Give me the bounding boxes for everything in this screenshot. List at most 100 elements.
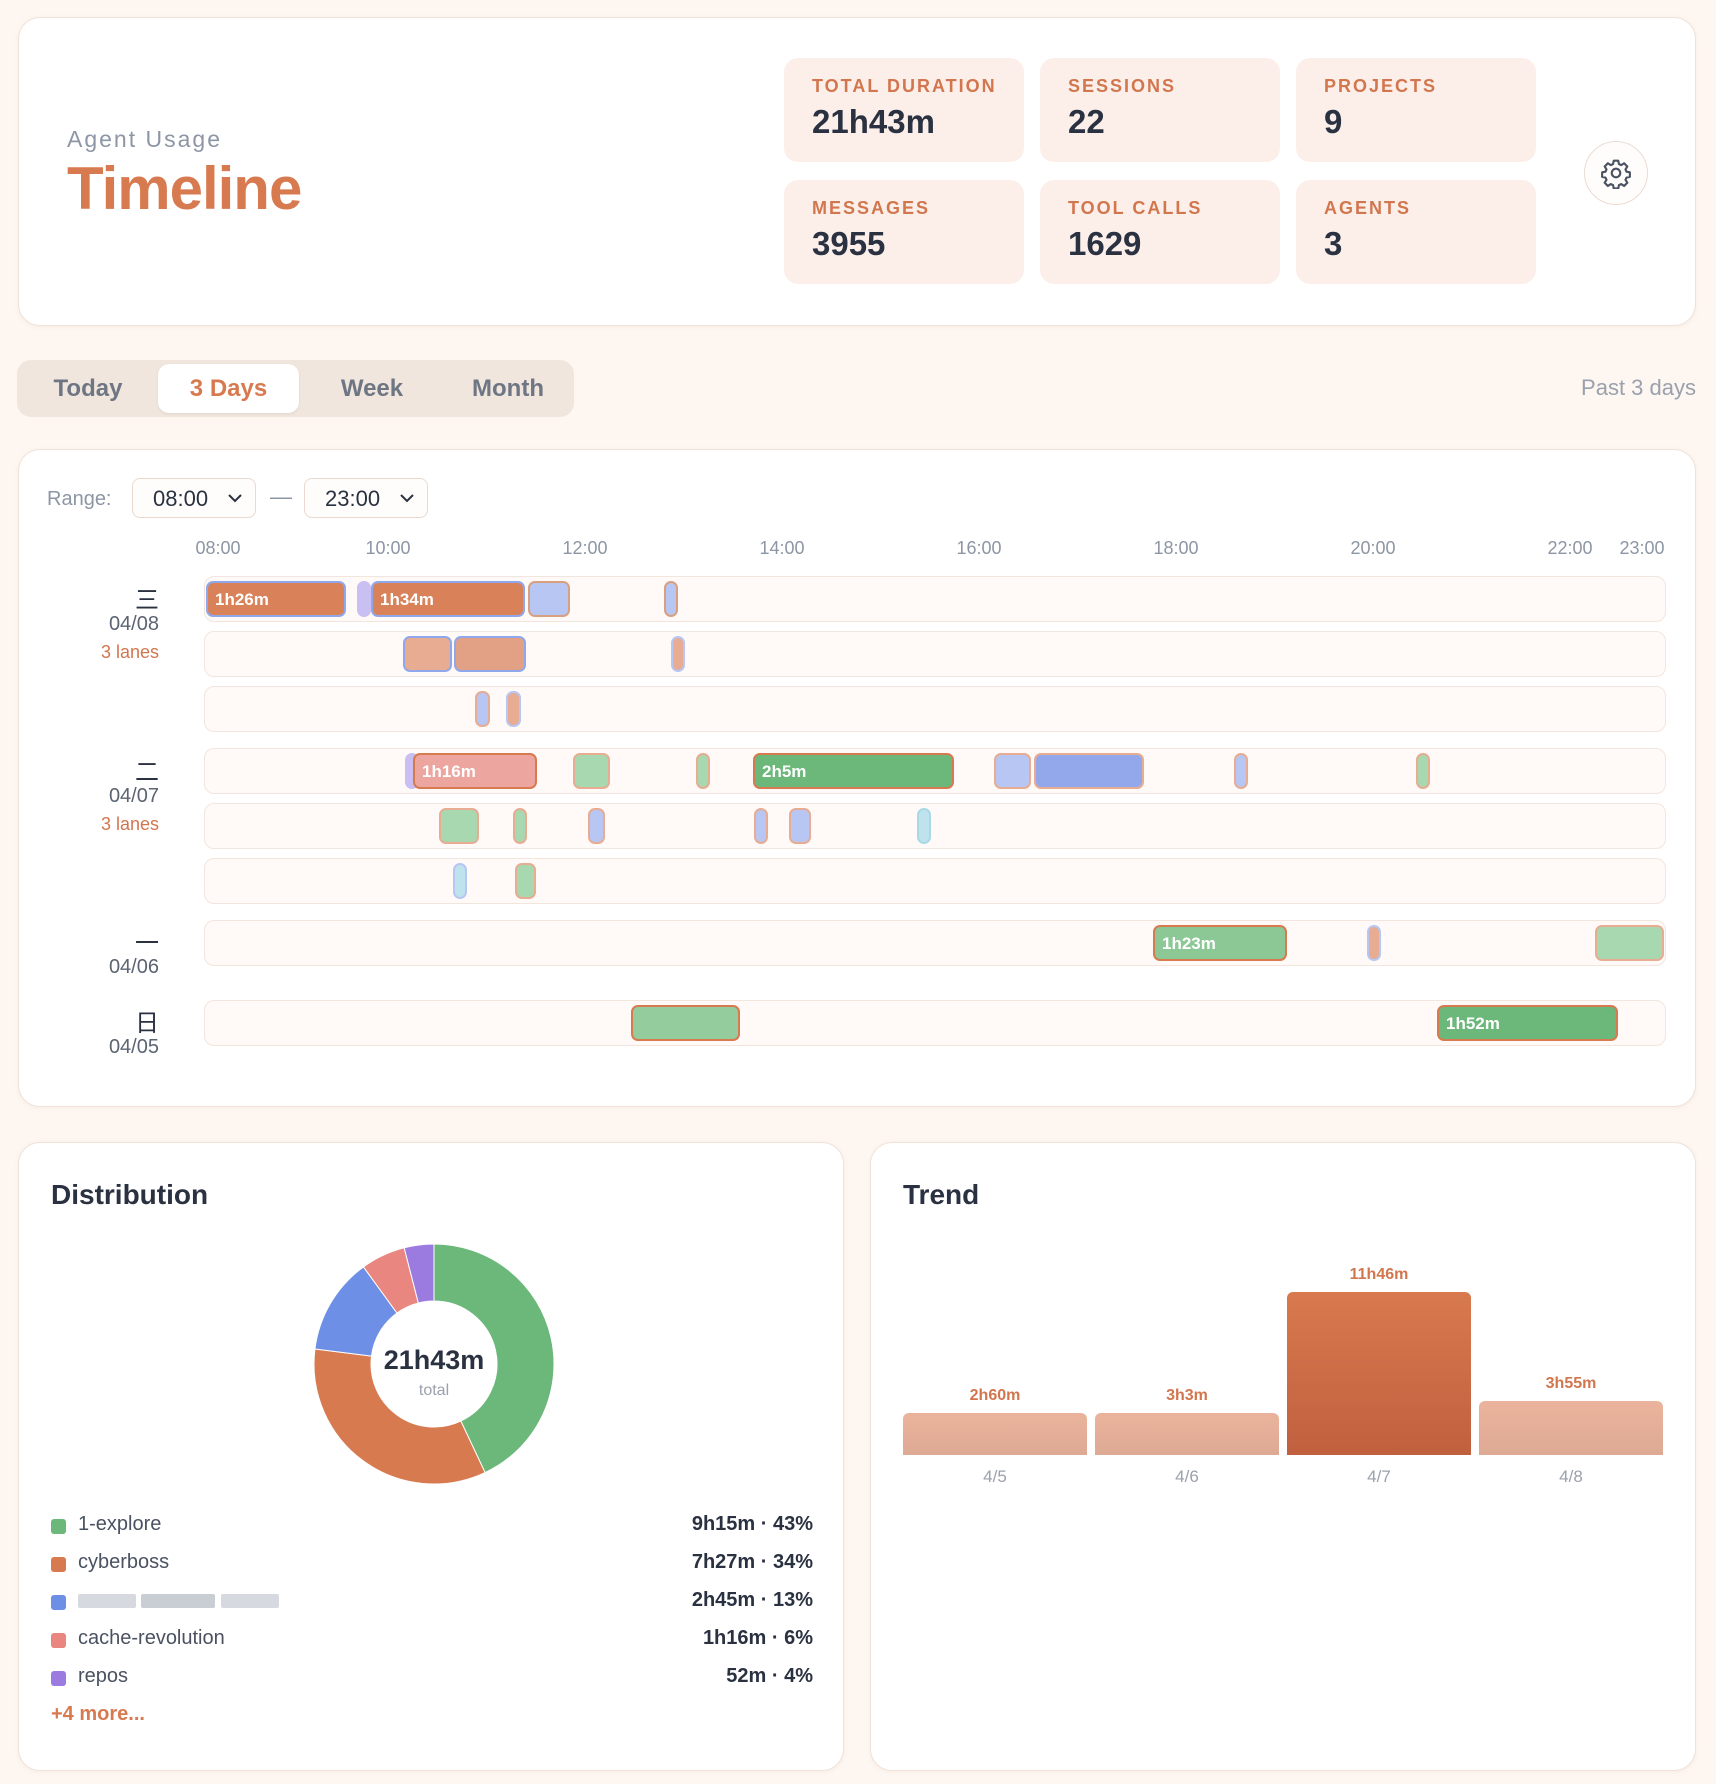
timeline-lane xyxy=(204,1000,1666,1046)
legend-item[interactable]: repos 52m · 4% xyxy=(51,1665,813,1695)
legend-swatch xyxy=(51,1671,66,1686)
donut-slice[interactable] xyxy=(433,1243,555,1474)
day-lane-count: 3 lanes xyxy=(100,814,159,834)
legend-swatch xyxy=(51,1519,66,1534)
settings-button[interactable] xyxy=(1584,141,1648,205)
trend-bar[interactable] xyxy=(1479,1400,1663,1455)
session-segment[interactable] xyxy=(453,863,467,899)
time-tick: 18:00 xyxy=(1153,538,1199,558)
show-more-link[interactable]: +4 more... xyxy=(51,1703,145,1725)
donut-total: 21h43m xyxy=(384,1345,485,1375)
legend-name: 1-explore xyxy=(78,1513,162,1535)
page-title: Timeline xyxy=(67,155,302,222)
trend-date-label: 4/7 xyxy=(1367,1467,1391,1486)
timeline-lane xyxy=(204,803,1666,849)
tab-3-days[interactable]: 3 Days xyxy=(158,364,299,413)
day-date: 04/08 xyxy=(108,613,159,635)
chevron-down-icon xyxy=(228,494,242,503)
session-segment[interactable] xyxy=(994,753,1031,789)
time-tick: 16:00 xyxy=(956,538,1002,558)
trend-bar[interactable] xyxy=(903,1413,1087,1455)
session-segment[interactable] xyxy=(789,808,811,844)
day-weekday: 一 xyxy=(135,930,159,957)
session-segment[interactable] xyxy=(1367,925,1381,961)
legend-swatch xyxy=(51,1595,66,1610)
tab-today[interactable]: Today xyxy=(53,375,123,402)
stat-value: 3 xyxy=(1324,225,1343,262)
session-segment[interactable] xyxy=(917,808,931,844)
donut-slice[interactable] xyxy=(313,1348,486,1485)
trend-value-label: 3h55m xyxy=(1545,1374,1597,1392)
session-segment[interactable] xyxy=(403,636,452,672)
legend-swatch xyxy=(51,1633,66,1648)
trend-value-label: 2h60m xyxy=(969,1387,1021,1405)
session-segment[interactable] xyxy=(439,808,479,844)
legend-item[interactable]: cache-revolution 1h16m · 6% xyxy=(51,1627,813,1657)
session-segment[interactable] xyxy=(671,636,685,672)
day-weekday: 二 xyxy=(135,759,159,786)
session-segment[interactable]: 1h16m xyxy=(413,753,537,789)
donut-slice[interactable] xyxy=(403,1243,435,1304)
session-segment[interactable]: 1h23m xyxy=(1153,925,1287,961)
session-segment[interactable] xyxy=(357,581,371,617)
legend-item[interactable]: 2h45m · 13% xyxy=(51,1589,813,1619)
stat-label: SESSIONS xyxy=(1068,76,1177,96)
stat-label: TOOL CALLS xyxy=(1068,198,1203,218)
session-segment[interactable] xyxy=(696,753,710,789)
day-date: 04/07 xyxy=(108,785,159,807)
trend-title: Trend xyxy=(903,1179,980,1210)
session-segment[interactable] xyxy=(515,863,536,899)
session-segment[interactable] xyxy=(1595,925,1664,961)
trend-panel: Trend 2h60m 4/5 3h3m 4/6 11h46m 4/7 3h55m 4/8 xyxy=(870,1142,1696,1771)
legend-value: 7h27m · 34% xyxy=(691,1551,813,1573)
summary-header: Agent Usage Timeline TOTAL DURATION 21h4… xyxy=(18,17,1696,326)
legend-item[interactable]: 1-explore 9h15m · 43% xyxy=(51,1513,813,1543)
stat-value: 21h43m xyxy=(812,103,935,140)
page-subtitle: Agent Usage xyxy=(67,126,222,152)
redacted-name xyxy=(78,1594,136,1608)
stat-label: PROJECTS xyxy=(1324,76,1438,96)
session-segment[interactable] xyxy=(664,581,678,617)
session-segment[interactable] xyxy=(1034,753,1144,789)
session-segment[interactable] xyxy=(573,753,610,789)
chevron-down-icon xyxy=(400,494,414,503)
range-start-value: 08:00 xyxy=(153,486,209,511)
trend-bar[interactable] xyxy=(1287,1292,1471,1455)
session-segment[interactable]: 1h52m xyxy=(1437,1005,1618,1041)
stat-label: TOTAL DURATION xyxy=(812,76,997,96)
time-tick: 14:00 xyxy=(759,538,805,558)
tab-week[interactable]: Week xyxy=(340,375,404,402)
session-segment[interactable] xyxy=(506,691,521,727)
session-segment[interactable] xyxy=(475,691,490,727)
legend-value: 2h45m · 13% xyxy=(691,1589,813,1611)
gear-icon xyxy=(1601,159,1631,189)
session-segment[interactable] xyxy=(513,808,527,844)
session-segment[interactable]: 1h26m xyxy=(206,581,346,617)
day-date: 04/06 xyxy=(108,956,159,978)
trend-bar[interactable] xyxy=(1095,1412,1279,1455)
session-segment[interactable] xyxy=(588,808,605,844)
time-tick: 10:00 xyxy=(365,538,411,558)
donut-chart: 21h43m total xyxy=(313,1243,555,1485)
session-segment[interactable]: 2h5m xyxy=(753,753,954,789)
session-segment[interactable] xyxy=(454,636,526,672)
legend-item[interactable]: cyberboss 7h27m · 34% xyxy=(51,1551,813,1581)
session-segment[interactable] xyxy=(1234,753,1248,789)
stat-value: 9 xyxy=(1324,103,1343,140)
range-end-select[interactable]: 23:00 xyxy=(304,478,428,518)
redacted-name xyxy=(221,1594,279,1608)
stat-value: 3955 xyxy=(812,225,886,262)
trend-value-label: 11h46m xyxy=(1349,1266,1409,1283)
tab-month[interactable]: Month xyxy=(472,375,544,402)
session-segment[interactable] xyxy=(1416,753,1430,789)
stat-total-duration: TOTAL DURATION 21h43m xyxy=(784,58,1024,162)
time-tick: 23:00 xyxy=(1619,538,1665,558)
range-end-value: 23:00 xyxy=(325,486,381,511)
range-start-select[interactable]: 08:00 xyxy=(132,478,256,518)
session-segment[interactable] xyxy=(631,1005,740,1041)
day-weekday: 三 xyxy=(135,587,159,614)
session-segment[interactable]: 1h34m xyxy=(371,581,525,617)
session-segment[interactable] xyxy=(528,581,570,617)
session-segment[interactable] xyxy=(754,808,768,844)
day-date: 04/05 xyxy=(108,1036,159,1058)
